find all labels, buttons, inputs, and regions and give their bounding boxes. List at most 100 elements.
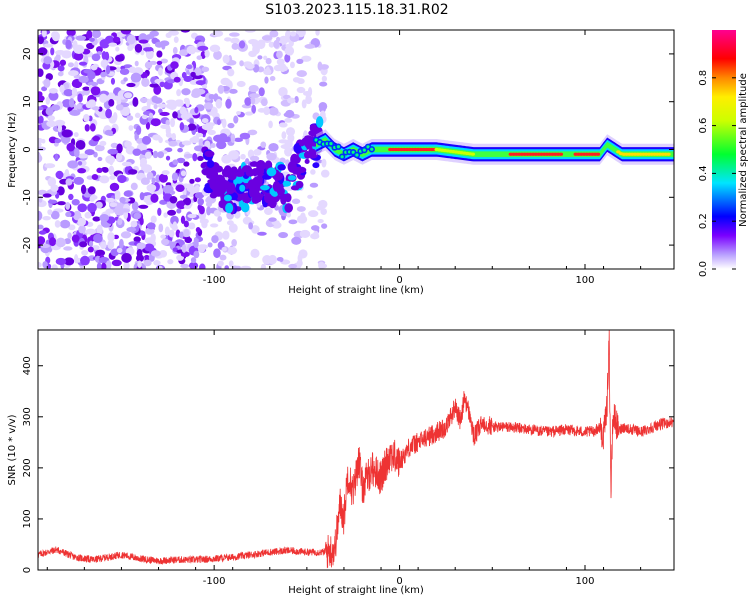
spectrogram-noise-blob [318,261,325,269]
spectrogram-noise-blob [92,216,101,222]
spectrogram-noise-blob [99,93,108,103]
spectrogram-noise-blob [77,93,83,103]
spectrogram-noise-blob [296,206,306,212]
spectrogram-noise-blob [171,132,177,141]
spectrogram-noise-blob [207,242,213,248]
spectrogram-noise-blob [43,56,53,65]
spectrogram-noise-blob [139,157,148,167]
spectrogram-noise-blob [126,227,137,233]
spectrogram-noise-blob [41,86,48,92]
spectrogram-noise-blob [294,95,299,104]
spectrogram-noise-blob [221,118,227,129]
spectrogram-ridge-blob [201,167,213,176]
spectrogram-noise-blob [101,51,107,60]
spectrogram-noise-blob [225,98,232,109]
spectrogram-noise-blob [145,49,154,60]
spectrogram-noise-blob [61,129,73,138]
spectrogram-noise-blob [148,112,154,119]
spectrogram-noise-blob [119,68,130,75]
spectrogram-noise-blob [50,210,60,220]
spectrogram-noise-blob [78,61,88,66]
spectrogram-noise-blob [279,122,288,128]
spectrogram-noise-blob [80,255,90,266]
colorbar-scale [712,30,736,269]
spectrogram-noise-blob [268,142,279,152]
spectrogram-noise-blob [301,99,307,109]
spectrogram-noise-blob [136,242,146,250]
spectrogram-ridge-blob [234,171,245,177]
spectrogram-noise-blob [132,97,139,107]
spectrogram-ridge-blob [266,167,277,177]
spectrogram-noise-blob [157,151,165,159]
spectrogram-ridge-blob [249,161,259,167]
spectrogram-noise-blob [88,240,94,247]
spectrogram-noise-blob [183,97,190,104]
spectrogram-noise-blob [120,30,132,35]
spectrogram-noise-blob [67,62,74,68]
spectrogram-noise-blob [231,265,239,269]
spectrogram-noise-blob [87,246,94,253]
spectrogram-noise-blob [68,98,75,108]
spectrogram-noise-blob [47,199,58,204]
spectrogram-noise-blob [128,125,134,131]
spectrogram-x-tick-label: -100 [203,275,226,286]
spectrogram-ridge-blob [206,159,215,168]
spectrogram-noise-blob [106,92,116,102]
spectrogram-noise-blob [109,175,116,180]
spectrogram-noise-blob [145,33,155,40]
spectrogram-noise-blob [272,108,277,115]
spectrogram-noise-blob [319,64,329,70]
spectrogram-noise-blob [113,95,120,101]
spectrogram-noise-blob [94,144,105,152]
spectrogram-noise-blob [141,135,152,145]
spectrogram-noise-blob [297,253,303,263]
spectrogram-y-tick-label: -10 [22,189,33,205]
spectrogram-noise-blob [186,64,193,70]
spectrogram-noise-blob [203,102,214,110]
spectrogram-noise-blob [108,165,115,176]
spectrogram-noise-blob [165,132,172,138]
spectrogram-noise-blob [228,223,238,233]
spectrogram-noise-blob [169,196,178,204]
spectrogram-noise-blob [167,209,177,216]
spectrogram-noise-blob [119,196,126,203]
spectrogram-noise-blob [321,75,328,82]
spectrogram-noise-blob [85,228,96,235]
spectrogram-noise-blob [64,257,75,266]
snr-y-tick-label: 300 [22,407,33,426]
spectrogram-noise-blob [207,129,216,136]
spectrogram-noise-blob [197,244,206,253]
spectrogram-noise-blob [263,207,273,215]
spectrogram-noise-blob [260,263,267,269]
spectrogram-noise-blob [250,96,256,105]
spectrogram-noise-blob [180,215,186,224]
spectrogram-noise-blob [318,101,328,111]
spectrogram-noise-blob [95,201,103,209]
spectrogram-noise-blob [75,139,86,150]
spectrogram-noise-blob [197,45,209,51]
spectrogram-noise-blob [181,88,191,96]
spectrogram-noise-blob [163,212,168,218]
spectrogram-ridge-blob [329,141,333,146]
spectrogram-noise-blob [317,219,324,224]
spectrogram-noise-blob [179,106,187,115]
spectrogram-noise-blob [249,155,260,162]
spectrogram-noise-blob [134,43,143,53]
spectrogram-noise-blob [55,170,64,179]
spectrogram-noise-blob [268,217,277,222]
spectrogram-noise-blob [238,40,246,49]
spectrogram-noise-blob [88,99,97,108]
spectrogram-noise-blob [233,137,243,143]
spectrogram-noise-blob [69,109,81,116]
spectrogram-noise-blob [168,229,175,238]
spectrogram-ridge-blob [223,194,232,202]
spectrogram-noise-blob [143,47,154,52]
spectrogram-noise-blob [38,106,44,111]
spectrogram-noise-blob [77,203,88,213]
spectrogram-noise-blob [160,58,168,64]
spectrogram-noise-blob [77,217,86,227]
spectrogram-noise-blob [227,68,235,77]
snr-ticks: -100 0 100 0 100 200 300 400 [22,330,674,587]
spectrogram-noise-blob [77,153,89,159]
